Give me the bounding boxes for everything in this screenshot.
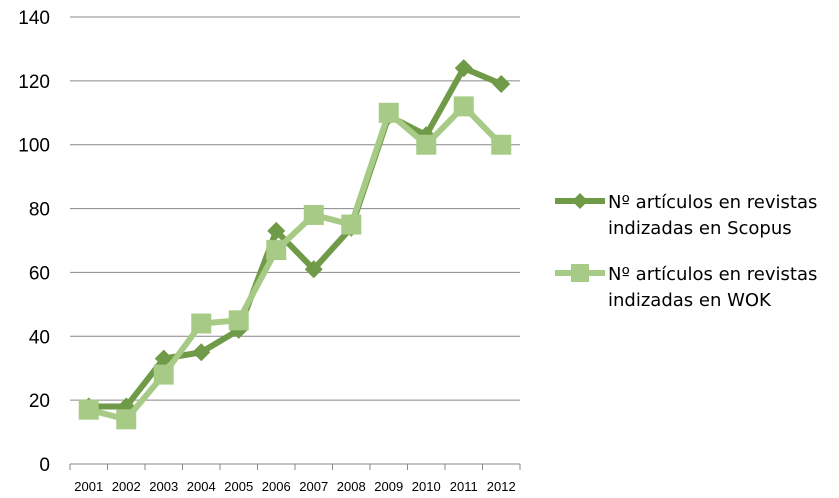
- x-tick-label: 2012: [487, 479, 516, 494]
- legend: Nº artículos en revistas indizadas en Sco…: [555, 192, 817, 311]
- data-point: [454, 59, 473, 78]
- y-tick-label: 20: [29, 391, 50, 412]
- x-tick-label: 2008: [337, 479, 366, 494]
- data-point: [78, 399, 99, 420]
- y-tick-label: 40: [29, 327, 50, 348]
- y-tick-label: 140: [18, 8, 50, 29]
- data-point: [116, 409, 137, 430]
- x-tick-label: 2010: [412, 479, 441, 494]
- x-axis-ticks: 2001 2002 2003 2004 2005 2006 2007 2008 2009 2010…: [74, 479, 515, 494]
- series-2: [78, 96, 512, 430]
- x-tick-label: 2002: [112, 479, 141, 494]
- legend-entry: Nº artículos en revistas indizadas en WOK: [555, 264, 817, 311]
- x-tick-label: 2009: [374, 479, 403, 494]
- x-axis: [69, 463, 521, 470]
- legend-label: indizadas en WOK: [608, 290, 772, 311]
- legend-marker: [571, 264, 589, 282]
- y-tick-label: 60: [29, 263, 50, 284]
- data-point: [153, 364, 174, 385]
- data-point: [341, 214, 362, 235]
- data-point: [416, 134, 437, 155]
- data-point: [266, 240, 287, 261]
- legend-label: Nº artículos en revistas: [608, 264, 817, 285]
- data-point: [192, 343, 211, 362]
- y-tick-label: 80: [29, 200, 50, 221]
- data-point: [191, 313, 212, 334]
- x-tick-label: 2007: [299, 479, 328, 494]
- legend-label: Nº artículos en revistas: [608, 192, 817, 213]
- x-tick-label: 2001: [74, 479, 103, 494]
- data-point: [378, 102, 399, 123]
- data-point: [491, 134, 512, 155]
- data-point: [303, 204, 324, 225]
- y-axis-ticks: 0 20 40 60 80 100 120 140: [18, 8, 50, 476]
- x-tick-label: 2011: [450, 479, 478, 494]
- gridlines: [70, 16, 520, 401]
- data-point: [492, 75, 511, 94]
- data-point: [453, 96, 474, 117]
- x-tick-label: 2003: [149, 479, 178, 494]
- data-point: [228, 310, 249, 331]
- data-point: [154, 349, 173, 368]
- legend-entry: Nº artículos en revistas indizadas en Sco…: [555, 192, 817, 239]
- y-tick-label: 120: [18, 72, 50, 93]
- series-layer: [78, 59, 512, 430]
- y-tick-label: 100: [18, 136, 50, 157]
- x-tick-label: 2005: [224, 479, 253, 494]
- data-point: [304, 260, 323, 279]
- data-point: [267, 221, 286, 240]
- legend-label: indizadas en Scopus: [608, 218, 792, 239]
- x-tick-label: 2004: [187, 479, 216, 494]
- series-line: [88, 65, 503, 410]
- x-tick-label: 2006: [262, 479, 291, 494]
- series-1: [79, 59, 511, 416]
- legend-marker: [572, 193, 588, 209]
- y-tick-label: 0: [39, 455, 50, 476]
